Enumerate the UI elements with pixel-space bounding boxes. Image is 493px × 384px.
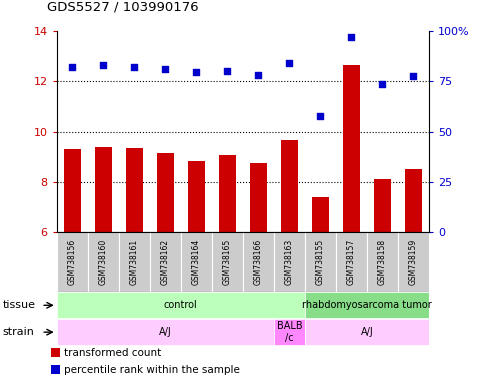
Bar [51, 365, 60, 374]
Bar [219, 156, 236, 232]
Bar [64, 149, 81, 232]
Text: A/J: A/J [360, 327, 373, 337]
Bar [243, 232, 274, 292]
Bar [343, 65, 360, 232]
Text: GSM738157: GSM738157 [347, 239, 356, 285]
Bar [374, 179, 391, 232]
Text: GSM738159: GSM738159 [409, 239, 418, 285]
Bar [95, 147, 112, 232]
Bar [250, 163, 267, 232]
Bar [88, 232, 119, 292]
Point [254, 72, 262, 78]
Bar [212, 232, 243, 292]
Text: GSM738158: GSM738158 [378, 239, 387, 285]
Text: GSM738161: GSM738161 [130, 239, 139, 285]
Text: percentile rank within the sample: percentile rank within the sample [64, 364, 240, 374]
Text: strain: strain [2, 327, 35, 337]
Bar [57, 232, 88, 292]
Text: GSM738155: GSM738155 [316, 239, 325, 285]
Bar [126, 148, 143, 232]
Bar [305, 232, 336, 292]
Point [223, 68, 231, 74]
Point [99, 62, 107, 68]
Text: A/J: A/J [159, 327, 172, 337]
Point [410, 73, 418, 79]
Bar [405, 169, 422, 232]
Point [348, 34, 355, 40]
Bar [57, 319, 274, 345]
Text: GSM738164: GSM738164 [192, 239, 201, 285]
Bar [119, 232, 150, 292]
Point [285, 60, 293, 66]
Bar [274, 232, 305, 292]
Point [130, 64, 138, 70]
Text: GSM738166: GSM738166 [254, 239, 263, 285]
Bar [51, 348, 60, 357]
Text: control: control [164, 300, 198, 310]
Point [379, 81, 387, 87]
Bar [367, 232, 398, 292]
Point [161, 65, 169, 71]
Bar [57, 292, 305, 318]
Bar [336, 232, 367, 292]
Bar [281, 140, 298, 232]
Point [68, 64, 76, 70]
Bar [188, 161, 205, 232]
Text: GSM738163: GSM738163 [285, 239, 294, 285]
Bar [305, 292, 429, 318]
Text: GSM738156: GSM738156 [68, 239, 77, 285]
Point [317, 113, 324, 119]
Bar [305, 319, 429, 345]
Text: GSM738165: GSM738165 [223, 239, 232, 285]
Bar [274, 319, 305, 345]
Text: tissue: tissue [2, 300, 35, 310]
Text: GSM738160: GSM738160 [99, 239, 108, 285]
Text: rhabdomyosarcoma tumor: rhabdomyosarcoma tumor [302, 300, 432, 310]
Point [192, 69, 200, 75]
Text: transformed count: transformed count [64, 348, 161, 358]
Bar [312, 197, 329, 232]
Text: BALB
/c: BALB /c [277, 321, 302, 343]
Bar [150, 232, 181, 292]
Text: GSM738162: GSM738162 [161, 239, 170, 285]
Bar [181, 232, 212, 292]
Bar [157, 153, 174, 232]
Text: GDS5527 / 103990176: GDS5527 / 103990176 [47, 0, 199, 13]
Bar [398, 232, 429, 292]
